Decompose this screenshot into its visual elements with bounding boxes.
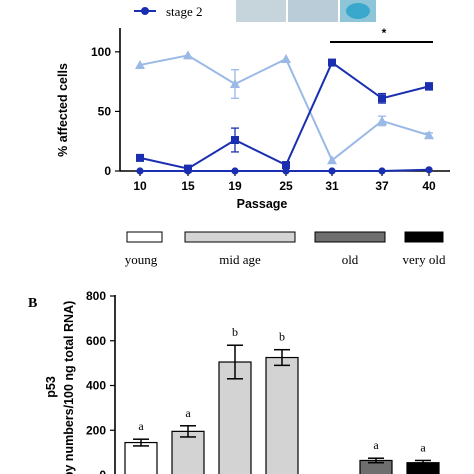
- age-legend-swatch: [184, 231, 296, 243]
- data-point: [327, 155, 337, 165]
- data-point: [328, 167, 336, 175]
- data-point: [230, 79, 240, 89]
- data-point: [282, 161, 290, 170]
- data-point: [425, 166, 433, 174]
- age-legend: young mid age old very old: [125, 231, 446, 267]
- y-tick-label: 100: [91, 45, 111, 59]
- panel-b-bar-chart: B 0 200 400 600 800 a a b b a a p53 py numbers/10…: [28, 289, 440, 474]
- thumbnail-3-stain: [346, 3, 370, 19]
- data-point: [328, 58, 336, 67]
- age-legend-swatch: [126, 231, 163, 243]
- significance-letter: a: [420, 440, 426, 454]
- bar: [171, 430, 205, 474]
- y-tick-label-b: 200: [86, 423, 106, 437]
- series-line: [139, 54, 430, 162]
- y-axis-label-b-line2: py numbers/100 ng total RNA): [62, 301, 76, 474]
- data-point: [183, 50, 193, 60]
- bar: [218, 361, 252, 474]
- x-axis-label: Passage: [237, 197, 288, 211]
- data-point: [136, 167, 144, 175]
- series-triangle: [135, 50, 434, 165]
- legend-marker: [141, 7, 149, 15]
- thumbnail-1: [236, 0, 286, 22]
- y-axis-label: % affected cells: [56, 63, 70, 157]
- y-tick-label-b: 0: [99, 468, 106, 474]
- data-point: [377, 115, 387, 125]
- data-point: [424, 130, 434, 140]
- age-legend-label: young: [125, 252, 158, 267]
- x-tick-label: 15: [181, 179, 195, 193]
- data-point: [135, 59, 145, 69]
- data-point: [281, 53, 291, 63]
- age-legend-label: old: [342, 252, 359, 267]
- y-tick-label-b: 800: [86, 289, 106, 303]
- significance-letter: a: [185, 406, 191, 420]
- series-circle: [136, 166, 433, 175]
- age-legend-label: very old: [403, 252, 446, 267]
- x-tick-label: 19: [228, 179, 242, 193]
- significance-bracket: *: [330, 26, 433, 43]
- data-point: [282, 167, 290, 175]
- y-axis-label-b-line1: p53: [44, 376, 58, 398]
- y-tick-label: 50: [98, 104, 112, 118]
- age-legend-label: mid age: [219, 252, 261, 267]
- significance-letter: a: [138, 419, 144, 433]
- microscopy-thumbnails: [236, 0, 376, 22]
- data-point: [378, 94, 386, 103]
- line-chart-legend: stage 2: [134, 4, 202, 19]
- data-point: [231, 136, 239, 145]
- x-tick-label: 31: [325, 179, 339, 193]
- thumbnail-2: [288, 0, 338, 22]
- significance-letter: b: [279, 330, 285, 344]
- significance-star: *: [382, 26, 387, 40]
- data-point: [378, 167, 386, 175]
- x-tick-label: 40: [422, 179, 436, 193]
- series-square: [136, 58, 433, 173]
- age-legend-swatch: [314, 231, 386, 243]
- significance-letter: a: [373, 438, 379, 452]
- y-tick-label: 0: [104, 164, 111, 178]
- x-tick-label: 25: [279, 179, 293, 193]
- bar: [124, 441, 158, 474]
- panel-b-label: B: [28, 296, 37, 311]
- data-point: [136, 153, 144, 162]
- legend-label: stage 2: [166, 4, 202, 19]
- x-tick-label: 37: [375, 179, 389, 193]
- bar: [265, 356, 299, 474]
- y-tick-label-b: 400: [86, 379, 106, 393]
- data-point: [184, 167, 192, 175]
- x-tick-label: 10: [133, 179, 147, 193]
- data-point: [231, 167, 239, 175]
- data-point: [425, 82, 433, 91]
- significance-letter: b: [232, 325, 238, 339]
- y-tick-label-b: 600: [86, 334, 106, 348]
- age-legend-swatch: [404, 231, 444, 243]
